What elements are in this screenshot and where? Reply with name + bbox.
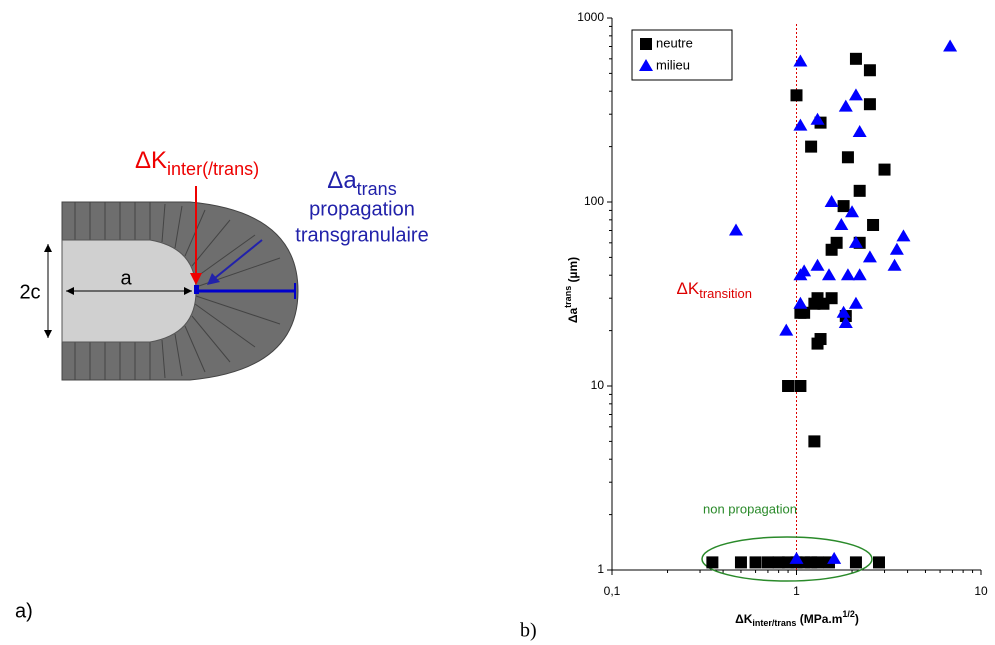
point	[841, 151, 854, 164]
point	[849, 556, 862, 569]
x-tick-label: 10	[974, 584, 988, 598]
panel-label: b)	[520, 620, 537, 642]
legend-marker	[640, 38, 652, 50]
y-title-sup: trans	[563, 286, 573, 308]
point	[852, 125, 867, 138]
point	[845, 205, 860, 218]
point	[772, 556, 785, 569]
point	[782, 380, 795, 392]
point	[867, 218, 880, 231]
dk-arrowhead	[190, 273, 202, 285]
point	[734, 556, 747, 569]
point	[824, 195, 839, 207]
da-main: Δa	[327, 167, 357, 194]
point	[836, 305, 851, 318]
point	[794, 380, 807, 392]
point	[808, 435, 821, 448]
point	[943, 39, 958, 52]
point	[794, 306, 807, 319]
crack-tip	[194, 285, 199, 294]
x-tick-label: 1	[793, 584, 800, 598]
point	[849, 52, 862, 65]
transition-sub: transition	[699, 286, 752, 301]
point	[706, 556, 719, 569]
point	[896, 229, 911, 242]
point	[862, 250, 877, 263]
x-tick-label: 0,1	[604, 584, 621, 598]
legend-label: milieu	[656, 57, 690, 72]
point	[852, 268, 867, 281]
x-title-sup: 1/2	[842, 609, 855, 619]
x-title-sub: inter/trans	[752, 618, 796, 628]
point	[887, 258, 902, 271]
point	[889, 242, 904, 255]
transition-label: ΔKtransition	[677, 279, 752, 301]
non-propagation-label: non propagation	[703, 501, 797, 516]
point	[821, 268, 836, 281]
legend-label: neutre	[656, 35, 693, 50]
point	[790, 89, 803, 102]
y-title-unit: (µm)	[566, 257, 580, 286]
point	[793, 268, 808, 281]
y-axis-title: Δatrans (µm)	[563, 257, 580, 323]
point	[779, 323, 794, 336]
da-arrowhead	[207, 273, 220, 285]
point	[848, 235, 863, 248]
point	[837, 200, 850, 213]
point	[834, 217, 849, 230]
point	[863, 98, 876, 111]
point	[840, 268, 855, 281]
point	[793, 54, 808, 67]
y-tick-label: 1	[597, 562, 604, 576]
point	[848, 88, 863, 101]
point	[848, 296, 863, 309]
x-title-unit: (MPa.m	[796, 612, 842, 626]
point	[863, 64, 876, 77]
point	[878, 163, 891, 176]
dk-label: ΔKinter(/trans)	[135, 147, 259, 178]
y-tick-label: 10	[591, 378, 605, 392]
da-label: Δatrans	[327, 167, 396, 198]
point	[873, 556, 886, 569]
point	[810, 258, 825, 271]
point	[811, 292, 824, 305]
point	[810, 112, 825, 125]
y-title-main: Δa	[566, 308, 580, 324]
dk-sub: inter(/trans)	[167, 159, 259, 179]
point	[729, 223, 744, 236]
da-sub: trans	[357, 179, 397, 199]
point	[749, 556, 762, 569]
panel-label: a)	[15, 600, 33, 622]
non-propagation-ellipse	[701, 536, 873, 582]
x-title-main: ΔK	[735, 612, 753, 626]
dk-main: ΔK	[135, 147, 167, 174]
transition-main: ΔK	[677, 279, 700, 298]
crack-diagram: ΔKinter(/trans) Δatrans propagation tran…	[15, 147, 429, 622]
y-tick-label: 1000	[577, 10, 604, 24]
a-label: a	[120, 267, 132, 289]
point	[761, 556, 774, 569]
x-axis-title: ΔKinter/trans (MPa.m1/2)	[735, 609, 859, 628]
point	[789, 551, 804, 564]
point	[811, 556, 824, 569]
point	[838, 99, 853, 112]
point	[793, 118, 808, 131]
legend-marker	[639, 59, 653, 71]
x-title-close: )	[855, 612, 859, 626]
point	[827, 551, 842, 564]
point	[793, 296, 808, 309]
point	[811, 337, 824, 350]
c-label: 2c	[19, 281, 40, 303]
da-line3: transgranulaire	[295, 224, 428, 246]
point	[825, 243, 838, 256]
point	[805, 140, 818, 153]
point	[853, 184, 866, 197]
da-arrow	[214, 239, 263, 279]
y-tick-label: 100	[584, 194, 604, 208]
da-line2: propagation	[309, 198, 415, 220]
point	[838, 315, 853, 328]
